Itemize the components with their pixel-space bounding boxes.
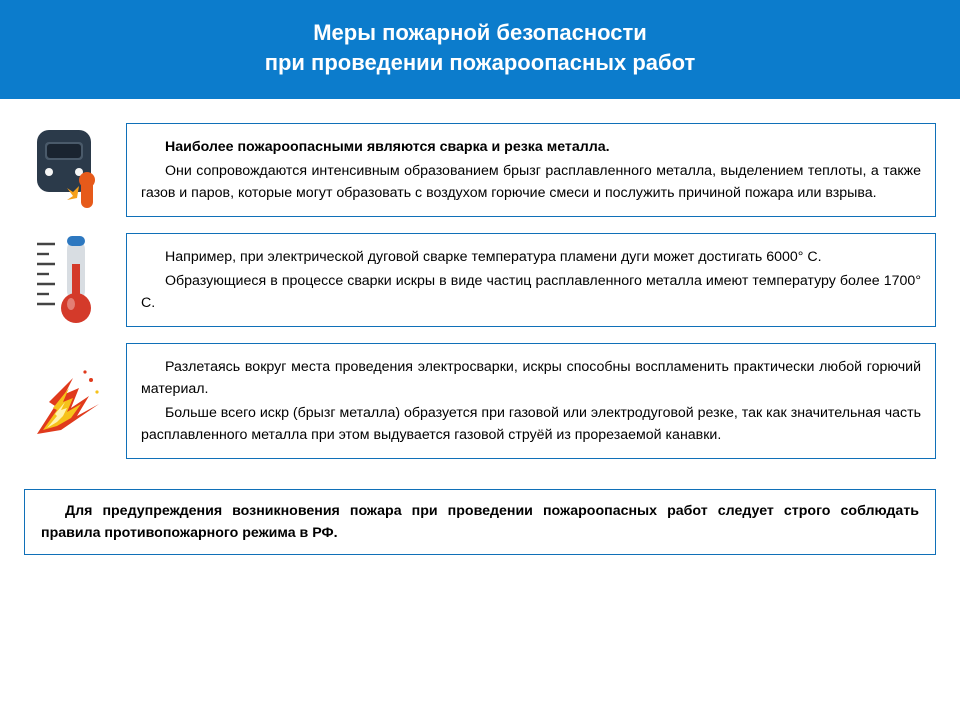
header-line-2: при проведении пожароопасных работ bbox=[20, 48, 940, 78]
spark-icon bbox=[27, 358, 109, 444]
footer-text: Для предупреждения возникновения пожара … bbox=[41, 500, 919, 544]
icon-cell bbox=[24, 358, 112, 444]
thermometer-icon bbox=[31, 234, 105, 326]
paragraph: Они сопровождаются интенсивным образован… bbox=[141, 160, 921, 204]
section-row: Например, при электрической дуговой свар… bbox=[24, 233, 936, 327]
content-area: Наиболее пожароопасными являются сварка … bbox=[0, 99, 960, 483]
icon-cell bbox=[24, 128, 112, 212]
paragraph: Разлетаясь вокруг места проведения элект… bbox=[141, 356, 921, 400]
paragraph: Наиболее пожароопасными являются сварка … bbox=[141, 136, 921, 158]
info-box: Наиболее пожароопасными являются сварка … bbox=[126, 123, 936, 217]
section-row: Наиболее пожароопасными являются сварка … bbox=[24, 123, 936, 217]
info-box: Разлетаясь вокруг места проведения элект… bbox=[126, 343, 936, 459]
welding-mask-icon bbox=[29, 128, 107, 212]
info-box: Например, при электрической дуговой свар… bbox=[126, 233, 936, 327]
paragraph: Например, при электрической дуговой свар… bbox=[141, 246, 921, 268]
paragraph: Больше всего искр (брызг металла) образу… bbox=[141, 402, 921, 446]
page-header: Меры пожарной безопасности при проведени… bbox=[0, 0, 960, 99]
bold-lead: Наиболее пожароопасными являются сварка … bbox=[165, 139, 610, 155]
footer-box: Для предупреждения возникновения пожара … bbox=[24, 489, 936, 555]
paragraph: Образующиеся в процессе сварки искры в в… bbox=[141, 270, 921, 314]
header-line-1: Меры пожарной безопасности bbox=[20, 18, 940, 48]
section-row: Разлетаясь вокруг места проведения элект… bbox=[24, 343, 936, 459]
icon-cell bbox=[24, 234, 112, 326]
